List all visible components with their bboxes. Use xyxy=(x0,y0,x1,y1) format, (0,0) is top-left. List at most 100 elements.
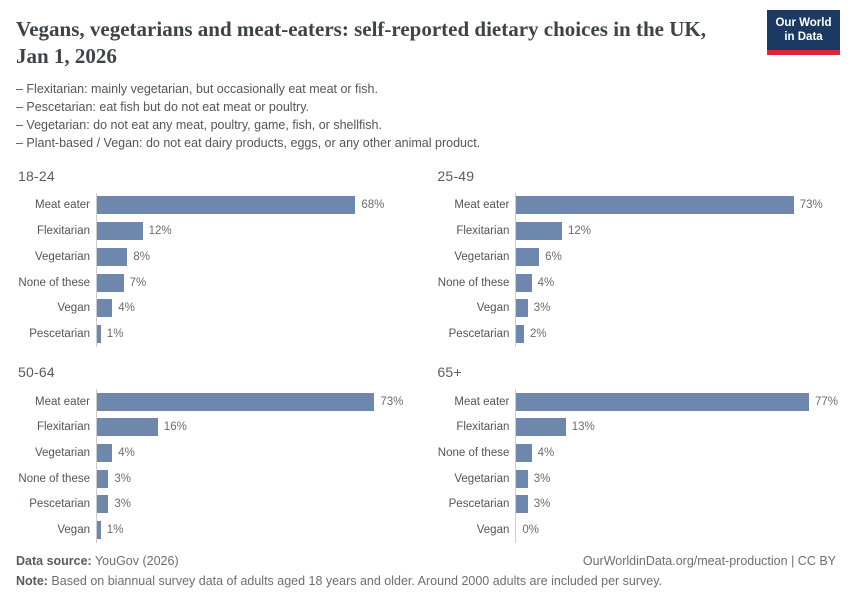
bar-row: None of these 4% xyxy=(433,440,838,466)
bar-track: 6% xyxy=(515,243,838,270)
bar-track: 73% xyxy=(515,192,838,219)
definition-vegan: – Plant-based / Vegan: do not eat dairy … xyxy=(16,135,481,150)
note-value: Based on biannual survey data of adults … xyxy=(47,574,663,588)
bar-track: 12% xyxy=(515,218,838,244)
owid-logo[interactable]: Our World in Data xyxy=(767,10,840,55)
category-label: Vegetarian xyxy=(454,250,510,263)
bar[interactable] xyxy=(516,443,532,462)
value-label: 73% xyxy=(380,395,404,408)
bar[interactable] xyxy=(516,392,809,411)
bar[interactable] xyxy=(97,299,113,318)
bar[interactable] xyxy=(516,324,524,343)
bar-row: None of these 3% xyxy=(14,465,405,492)
category-label: Vegan xyxy=(476,524,510,536)
bar-row: Flexitarian 13% xyxy=(433,414,838,441)
category-label: None of these xyxy=(437,446,510,459)
bar[interactable] xyxy=(516,469,528,488)
bar-track: 4% xyxy=(96,295,405,322)
owid-logo-text: Our World xyxy=(775,17,832,29)
bar-row: None of these 4% xyxy=(433,269,838,296)
bar-row: Meat eater 73% xyxy=(433,192,838,219)
bar[interactable] xyxy=(97,495,109,514)
category-label: Flexitarian xyxy=(456,225,510,238)
definition-pescetarian: – Pescetarian: eat fish but do not eat m… xyxy=(16,99,309,114)
bar[interactable] xyxy=(97,392,375,411)
bar[interactable] xyxy=(516,247,540,266)
panel-rows: Meat eater 77% Flexitarian 13% None of these… xyxy=(433,388,838,548)
bar-row: Meat eater 77% xyxy=(433,388,838,415)
panel-rows: Meat eater 73% Flexitarian 16% Vegetarian 4% N… xyxy=(14,388,405,548)
category-label: Pescetarian xyxy=(448,327,510,340)
category-label: Meat eater xyxy=(454,199,510,212)
value-label: 13% xyxy=(571,421,595,434)
value-label: 4% xyxy=(118,302,135,315)
bar-row: Meat eater 73% xyxy=(14,388,405,415)
value-label: 0% xyxy=(522,524,539,536)
data-source-value: YouGov (2026) xyxy=(91,554,179,568)
definition-flexitarian: – Flexitarian: mainly vegetarian, but oc… xyxy=(16,81,378,96)
bar[interactable] xyxy=(97,273,124,292)
bar-row: Vegan 1% xyxy=(14,517,405,543)
bar-track: 7% xyxy=(96,269,405,296)
bar[interactable] xyxy=(516,495,528,514)
bar-track: 68% xyxy=(96,192,405,219)
value-label: 16% xyxy=(163,421,187,434)
chart-note: Note: Based on biannual survey data of a… xyxy=(16,574,836,588)
bar[interactable] xyxy=(516,418,566,437)
bar-row: Vegetarian 6% xyxy=(433,243,838,270)
category-label: None of these xyxy=(18,472,90,485)
bar-track: 13% xyxy=(515,414,838,441)
bar[interactable] xyxy=(97,222,143,241)
bar[interactable] xyxy=(516,299,528,318)
small-multiples-grid: 18-24 Meat eater 68% Flexitarian 12% Vegetar… xyxy=(14,168,838,548)
value-label: 1% xyxy=(106,524,124,536)
category-label: Vegan xyxy=(476,302,510,315)
bar-row: Flexitarian 12% xyxy=(14,218,405,244)
category-label: Vegetarian xyxy=(35,250,90,263)
value-label: 3% xyxy=(114,498,132,511)
bar[interactable] xyxy=(516,273,532,292)
panel-title: 25-49 xyxy=(437,167,475,184)
bar-track: 3% xyxy=(515,491,838,518)
attribution: OurWorldinData.org/meat-production | CC … xyxy=(583,554,836,568)
bar[interactable] xyxy=(97,196,356,215)
bar[interactable] xyxy=(97,521,101,539)
bar[interactable] xyxy=(97,247,128,266)
attribution-link[interactable]: OurWorldinData.org/meat-production xyxy=(582,554,788,568)
bar-row: Vegetarian 4% xyxy=(14,440,405,466)
bar-track: 2% xyxy=(515,321,838,347)
attribution-license: | CC BY xyxy=(787,554,836,568)
bar-row: Vegan 4% xyxy=(14,295,405,322)
bar-row: None of these 7% xyxy=(14,269,405,296)
bar[interactable] xyxy=(97,418,158,437)
value-label: 3% xyxy=(533,498,551,511)
bar-row: Vegetarian 8% xyxy=(14,243,405,270)
value-label: 68% xyxy=(361,199,385,212)
chart-title: Vegans, vegetarians and meat-eaters: sel… xyxy=(16,17,706,69)
bar[interactable] xyxy=(516,222,562,241)
definition-vegetarian: – Vegetarian: do not eat any meat, poult… xyxy=(16,117,382,132)
value-label: 77% xyxy=(814,395,838,408)
chart-header: Vegans, vegetarians and meat-eaters: sel… xyxy=(0,0,850,152)
value-label: 3% xyxy=(533,472,551,485)
bar[interactable] xyxy=(97,443,113,462)
bar[interactable] xyxy=(97,469,109,488)
category-label: None of these xyxy=(18,276,90,289)
value-label: 1% xyxy=(106,327,124,340)
category-label: Vegetarian xyxy=(454,472,510,485)
bar-track: 1% xyxy=(96,517,405,543)
bar[interactable] xyxy=(97,324,101,343)
bar-row: Pescetarian 2% xyxy=(433,321,838,347)
bar-row: Flexitarian 16% xyxy=(14,414,405,441)
chart-subtitle: – Flexitarian: mainly vegetarian, but oc… xyxy=(16,80,834,152)
bar-row: Vegan 0% xyxy=(433,517,838,543)
category-label: Meat eater xyxy=(454,395,510,408)
value-label: 12% xyxy=(148,225,172,238)
bar[interactable] xyxy=(516,196,794,215)
category-label: Vegetarian xyxy=(35,446,90,459)
chart-panel-18-24: 18-24 Meat eater 68% Flexitarian 12% Vegetar… xyxy=(14,168,405,352)
chart-footer: Data source: YouGov (2026) OurWorldinDat… xyxy=(16,554,836,588)
panel-rows: Meat eater 68% Flexitarian 12% Vegetarian 8% N… xyxy=(14,192,405,352)
bar-track: 3% xyxy=(515,465,838,492)
category-label: Pescetarian xyxy=(29,327,90,340)
